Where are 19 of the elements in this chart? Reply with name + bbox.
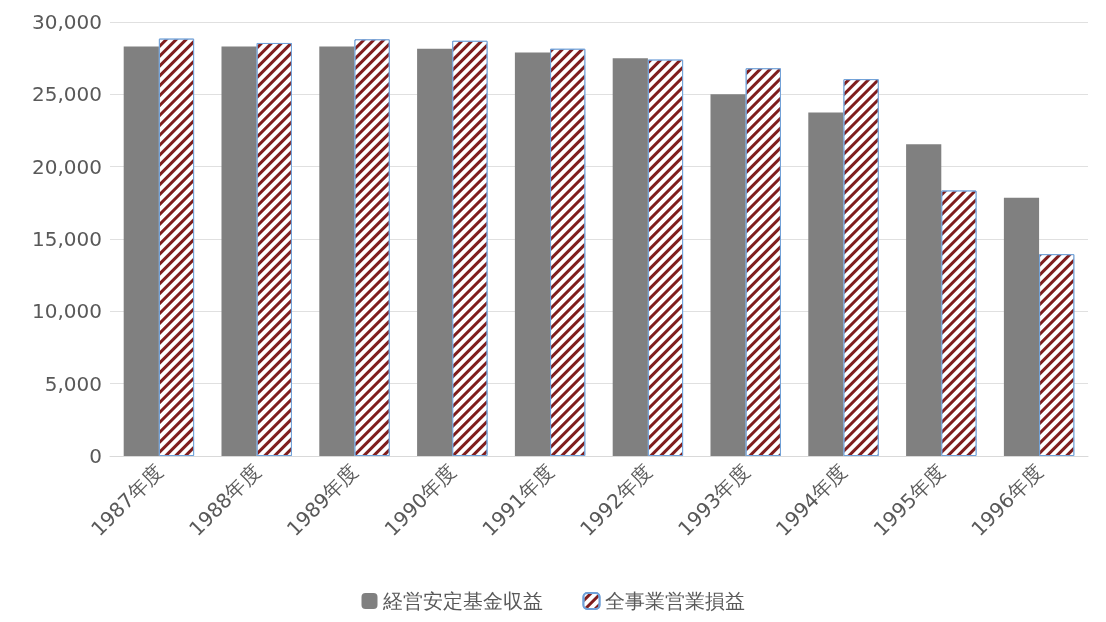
y-tick-label: 25,000 <box>32 82 102 107</box>
bar <box>319 46 355 456</box>
bar <box>808 112 844 456</box>
y-tick-label: 10,000 <box>32 299 102 324</box>
bar <box>221 46 257 456</box>
bar <box>710 94 746 456</box>
legend-label: 経営安定基金収益 <box>381 589 543 613</box>
y-tick-label: 15,000 <box>32 227 102 251</box>
legend-label: 全事業営業損益 <box>604 589 745 613</box>
y-tick-label: 0 <box>89 444 102 468</box>
bar <box>612 58 648 456</box>
y-tick-label: 20,000 <box>32 154 102 179</box>
y-tick-label: 30,000 <box>32 10 102 34</box>
y-tick-label: 5,000 <box>44 371 102 396</box>
bar <box>417 48 453 456</box>
bar <box>514 52 551 456</box>
bar <box>1003 197 1040 456</box>
bar <box>906 144 942 456</box>
bar <box>123 46 159 456</box>
